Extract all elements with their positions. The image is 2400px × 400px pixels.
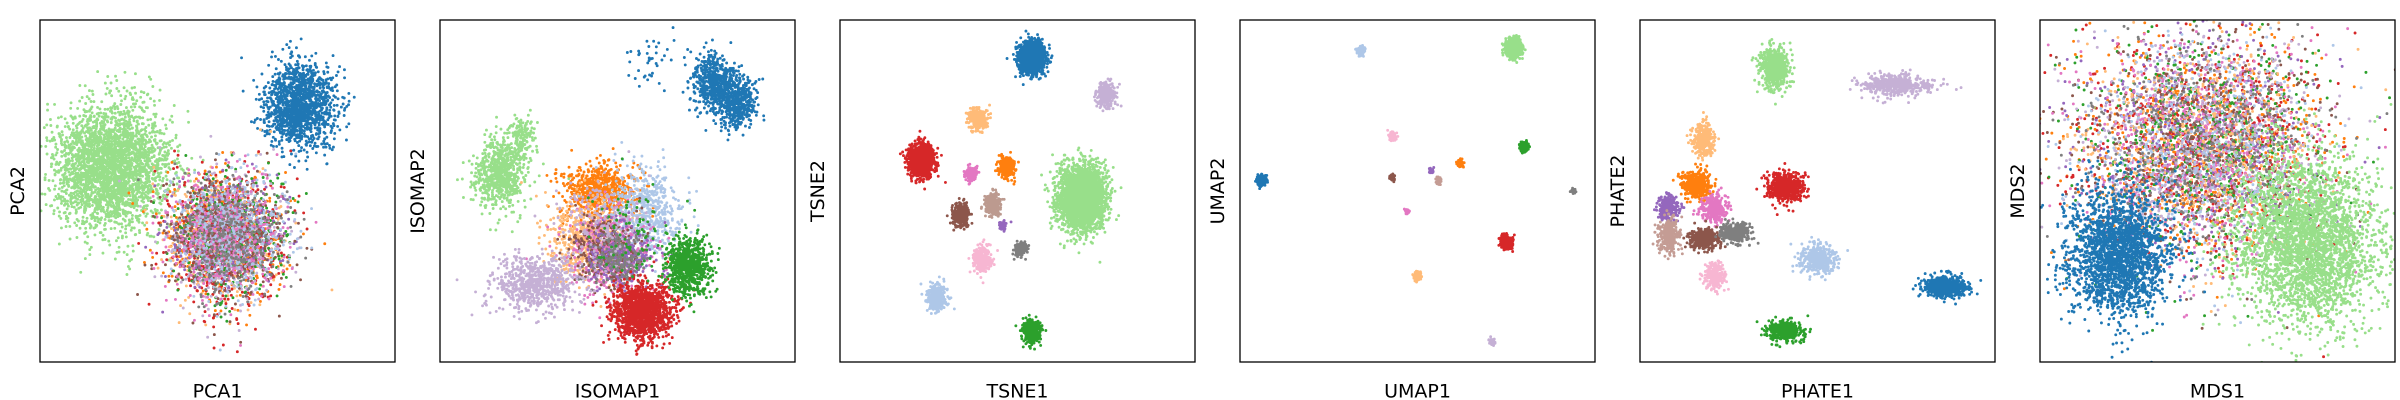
x-axis-label: MDS1 — [2190, 381, 2245, 400]
x-axis-label: TSNE1 — [986, 381, 1049, 400]
scatter-points — [1652, 38, 1983, 348]
y-axis-label: PCA2 — [7, 166, 29, 216]
cluster-3-points — [899, 130, 947, 191]
cluster-13-points — [1014, 314, 1047, 351]
cluster-1-points — [240, 37, 356, 170]
cluster-9-points — [998, 219, 1013, 233]
cluster-2-points — [1985, 0, 2400, 332]
cluster-7-points — [1434, 175, 1442, 186]
cluster-0-points — [1501, 34, 1527, 64]
cluster-12-points — [920, 275, 956, 315]
x-axis-label: UMAP1 — [1384, 381, 1451, 400]
x-axis-label: PCA1 — [193, 381, 243, 400]
cluster-0-points — [1751, 38, 1796, 106]
cluster-12-points — [1411, 270, 1423, 284]
cluster-10-points — [1403, 208, 1411, 216]
x-axis-label: PHATE1 — [1781, 381, 1854, 400]
cluster-10-points — [1011, 240, 1030, 261]
cluster-3-points — [1518, 139, 1531, 154]
y-axis-label: MDS2 — [2007, 163, 2029, 218]
cluster-2-points — [965, 104, 992, 134]
scatter-points — [19, 37, 356, 372]
plot-frame — [1240, 20, 1595, 362]
cluster-4-points — [994, 151, 1020, 186]
cluster-10-points — [1789, 236, 1849, 281]
cluster-5-points — [1455, 157, 1466, 168]
scatter-points — [1985, 0, 2400, 400]
panel-mds1: MDS1 MDS2 — [1985, 0, 2400, 400]
cluster-2-points — [1686, 111, 1721, 162]
cluster-13-points — [1756, 314, 1812, 348]
scatter-points — [1254, 34, 1577, 347]
cluster-13-points — [1487, 335, 1496, 347]
cluster-11-points — [967, 238, 999, 284]
cluster-2-points — [1254, 173, 1269, 190]
panel-isomap1: ISOMAP1 ISOMAP2 — [407, 20, 795, 400]
cluster-8-points — [1388, 172, 1396, 183]
cluster-9-points — [1569, 187, 1578, 195]
panel-pca1: PCA1 PCA2 — [7, 20, 395, 400]
x-axis-label: ISOMAP1 — [575, 381, 661, 400]
scatter-points — [899, 30, 1123, 351]
y-axis-label: TSNE2 — [807, 160, 829, 223]
cluster-0-points — [19, 70, 211, 276]
cluster-12-points — [1912, 270, 1983, 306]
cluster-8-points — [946, 197, 974, 232]
cluster-6-points — [1040, 146, 1122, 263]
cluster-5-points — [963, 163, 981, 186]
cluster-1-points — [1093, 78, 1123, 113]
y-axis-label: ISOMAP2 — [407, 148, 429, 234]
cluster-11-points — [1699, 259, 1730, 295]
cluster-1-points — [1354, 44, 1367, 58]
panel-tsne1: TSNE1 TSNE2 — [807, 20, 1195, 400]
cluster-6-points — [1428, 166, 1435, 174]
y-axis-label: UMAP2 — [1207, 158, 1229, 225]
cluster-11-points — [1497, 232, 1515, 253]
panel-phate1: PHATE1 PHATE2 — [1607, 20, 1995, 400]
cluster-4-points — [626, 26, 692, 92]
cluster-0-points — [1006, 30, 1054, 86]
cluster-4-points — [1386, 129, 1399, 142]
y-axis-label: PHATE2 — [1607, 155, 1629, 228]
cluster-4-points — [1755, 162, 1810, 216]
cluster-1-points — [1849, 68, 1963, 104]
cluster-4-points — [2005, 10, 2396, 330]
scatter-points — [456, 26, 766, 356]
cluster-7-points — [980, 188, 1006, 219]
panel-umap1: UMAP1 UMAP2 — [1207, 20, 1595, 400]
plot-frame — [840, 20, 1195, 362]
